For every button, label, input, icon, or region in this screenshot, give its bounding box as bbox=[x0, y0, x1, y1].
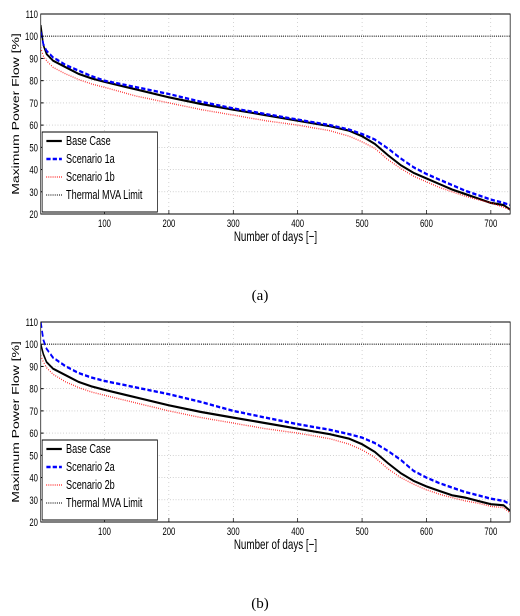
y-tick-label: 20 bbox=[29, 209, 38, 222]
series-line-1 bbox=[40, 343, 511, 512]
y-tick-label: 100 bbox=[25, 339, 38, 352]
y-tick-label: 80 bbox=[29, 75, 38, 88]
series-line-3 bbox=[40, 354, 511, 514]
legend-box bbox=[41, 439, 158, 521]
legend: Base Case Scenario 1a Scenario 1b Thermal M… bbox=[41, 131, 158, 213]
legend-box bbox=[41, 131, 158, 213]
caption-b: (b) bbox=[251, 596, 269, 612]
x-tick-label: 200 bbox=[162, 218, 175, 231]
y-tick-label: 40 bbox=[29, 472, 38, 485]
y-axis-label: Maximum Power Flow [%] bbox=[10, 341, 21, 503]
x-tick-label: 400 bbox=[291, 218, 304, 231]
x-tick-label: 300 bbox=[227, 526, 240, 539]
x-tick-label: 600 bbox=[420, 218, 433, 231]
legend-label-3: Scenario 2b bbox=[66, 479, 115, 493]
y-tick-label: 30 bbox=[29, 495, 38, 508]
x-tick-label: 600 bbox=[420, 526, 433, 539]
x-tick-label: 100 bbox=[98, 218, 111, 231]
legend-label-1: Base Case bbox=[66, 135, 111, 149]
y-tick-label: 90 bbox=[29, 53, 38, 66]
x-tick-label: 200 bbox=[162, 526, 175, 539]
y-tick-label: 100 bbox=[25, 31, 38, 44]
x-tick-label: 700 bbox=[484, 526, 497, 539]
plot-frame bbox=[40, 321, 511, 523]
x-tick-label: 300 bbox=[227, 218, 240, 231]
x-tick-label: 700 bbox=[484, 218, 497, 231]
legend-label-3: Scenario 1b bbox=[66, 171, 115, 185]
legend-label-2: Scenario 1a bbox=[66, 153, 115, 167]
y-tick-label: 50 bbox=[29, 142, 38, 155]
series-line-2 bbox=[40, 322, 511, 506]
y-tick-label: 70 bbox=[29, 98, 38, 111]
y-tick-label: 40 bbox=[29, 164, 38, 177]
legend: Base Case Scenario 2a Scenario 2b Thermal M… bbox=[41, 439, 158, 521]
y-axis-label: Maximum Power Flow [%] bbox=[10, 33, 21, 195]
legend-label-4: Thermal MVA Limit bbox=[66, 497, 143, 511]
y-tick-label: 90 bbox=[29, 361, 38, 374]
chart-b: 100 200 300 400 500 600 700 20 30 40 50 60 70 80 90 100… bbox=[10, 317, 511, 552]
legend-label-1: Base Case bbox=[66, 443, 111, 457]
y-tick-label: 50 bbox=[29, 450, 38, 463]
x-tick-label: 100 bbox=[98, 526, 111, 539]
legend-label-4: Thermal MVA Limit bbox=[66, 189, 143, 203]
y-tick-label: 60 bbox=[29, 120, 38, 133]
x-tick-label: 500 bbox=[356, 526, 369, 539]
y-tick-label: 80 bbox=[29, 383, 38, 396]
x-tick-label: 500 bbox=[356, 218, 369, 231]
series-line-2 bbox=[40, 31, 511, 207]
y-tick-label: 70 bbox=[29, 406, 38, 419]
y-tick-label: 60 bbox=[29, 428, 38, 441]
plot-frame bbox=[40, 13, 511, 215]
y-tick-label: 110 bbox=[26, 9, 38, 22]
y-tick-label: 30 bbox=[29, 187, 38, 200]
x-axis-label: Number of days [−] bbox=[234, 228, 317, 244]
x-tick-label: 400 bbox=[291, 526, 304, 539]
caption-a: (a) bbox=[251, 288, 269, 304]
chart-a: 100 200 300 400 500 600 700 20 30 40 50 60 70 80 90 100… bbox=[10, 9, 511, 244]
y-tick-label: 110 bbox=[26, 317, 38, 330]
y-tick-label: 20 bbox=[29, 517, 38, 530]
legend-label-2: Scenario 2a bbox=[66, 461, 115, 475]
x-axis-label: Number of days [−] bbox=[234, 536, 317, 552]
